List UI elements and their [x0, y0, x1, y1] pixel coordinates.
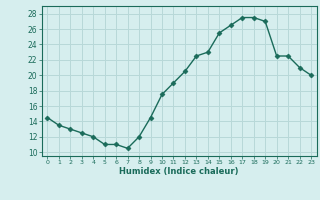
- X-axis label: Humidex (Indice chaleur): Humidex (Indice chaleur): [119, 167, 239, 176]
